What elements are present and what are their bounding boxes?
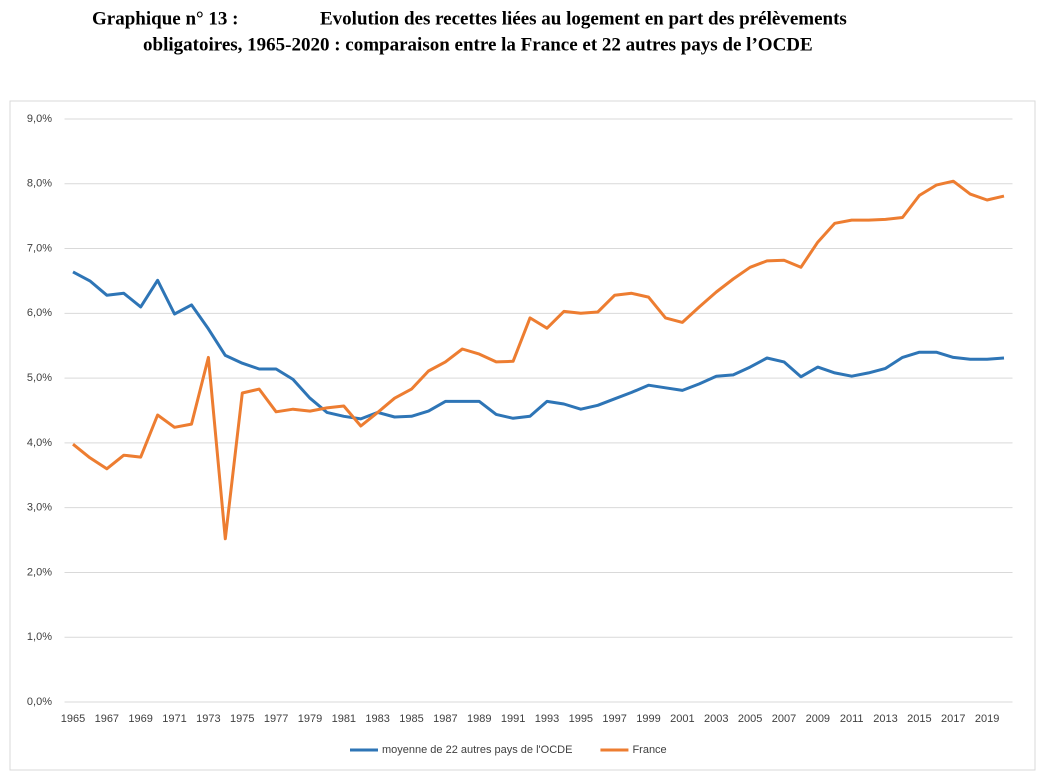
x-tick-label: 1971 (162, 713, 186, 725)
y-tick-label: 9,0% (27, 113, 52, 125)
x-tick-label: 1985 (399, 713, 423, 725)
chart-frame (9, 100, 1036, 771)
x-tick-label: 1973 (196, 713, 220, 725)
chart-title: obligatoires, 1965-2020 : comparaison en… (143, 34, 813, 55)
legend-label: France (632, 744, 666, 756)
x-tick-label: 1987 (433, 713, 457, 725)
x-tick-label: 1969 (128, 713, 152, 725)
x-tick-label: 1965 (61, 713, 85, 725)
x-tick-label: 1999 (636, 713, 660, 725)
x-tick-label: 2015 (907, 713, 931, 725)
x-tick-label: 1991 (501, 713, 525, 725)
x-tick-label: 1977 (264, 713, 288, 725)
y-tick-label: 8,0% (27, 178, 52, 190)
series-line (72, 179, 1005, 541)
y-tick-label: 6,0% (27, 307, 52, 319)
x-tick-label: 1993 (535, 713, 559, 725)
x-tick-label: 2005 (738, 713, 762, 725)
x-tick-label: 2011 (840, 713, 864, 725)
x-tick-label: 2007 (772, 713, 796, 725)
y-tick-label: 7,0% (27, 242, 52, 254)
x-tick-label: 1975 (230, 713, 254, 725)
chart-title: Graphique n° 13 : (92, 8, 238, 29)
x-tick-label: 2003 (704, 713, 728, 725)
legend-label: moyenne de 22 autres pays de l'OCDE (382, 744, 572, 756)
series-line (72, 270, 1005, 421)
x-tick-label: 1989 (467, 713, 491, 725)
x-tick-label: 1995 (569, 713, 593, 725)
y-tick-label: 1,0% (27, 631, 52, 643)
x-tick-label: 2019 (975, 713, 999, 725)
y-tick-label: 2,0% (27, 566, 52, 578)
x-tick-label: 2017 (941, 713, 965, 725)
x-tick-label: 1981 (332, 713, 356, 725)
x-tick-label: 2013 (873, 713, 897, 725)
x-tick-label: 2001 (670, 713, 694, 725)
x-tick-label: 1997 (602, 713, 626, 725)
x-tick-label: 1967 (95, 713, 119, 725)
y-tick-label: 0,0% (27, 696, 52, 708)
y-tick-label: 3,0% (27, 502, 52, 514)
y-tick-label: 5,0% (27, 372, 52, 384)
x-tick-label: 1983 (365, 713, 389, 725)
x-tick-label: 2009 (806, 713, 830, 725)
x-tick-label: 1979 (298, 713, 322, 725)
y-tick-label: 4,0% (27, 437, 52, 449)
chart-title: Evolution des recettes liées au logement… (320, 8, 847, 29)
